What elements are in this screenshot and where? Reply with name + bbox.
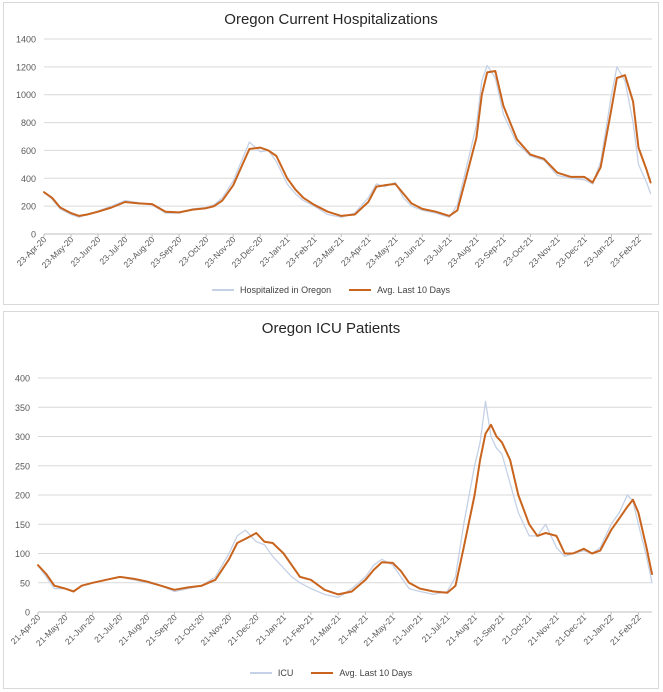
x-tick-label: 21-Jun-21 [390,612,424,646]
x-tick-label: 23-Jun-21 [393,234,427,268]
hospitalizations-plot: 020040060080010001200140023-Apr-2023-May… [15,35,652,270]
y-tick-label: 0 [25,608,30,618]
legend-swatch-avg [311,672,334,674]
y-tick-label: 200 [21,202,36,212]
legend-item-avg: Avg. Last 10 Days [311,668,412,678]
chart-title: Oregon Current Hospitalizations [224,11,438,28]
x-tick-label: 23-Jun-20 [68,234,102,268]
y-tick-label: 1200 [16,62,36,72]
legend-item-icu: ICU [249,668,294,678]
hospitalizations-chart-panel: Oregon Current Hospitalizations 0 200 400 6… [3,2,659,305]
y-tick-label: 50 [20,578,30,588]
y-tick-label: 100 [15,549,30,559]
x-tick-label: 21-Jun-20 [63,612,97,646]
legend-item-hospitalized: Hospitalized in Oregon [212,285,331,295]
y-tick-label: 200 [15,491,30,501]
y-tick-label: 600 [21,146,36,156]
legend-label: Avg. Last 10 Days [377,285,450,295]
chart-legend: Hospitalized in Oregon Avg. Last 10 Days [4,285,658,295]
y-tick-label: 150 [15,520,30,530]
series-line-avg [37,423,653,596]
series-line-avg [43,70,652,217]
legend-label: Avg. Last 10 Days [339,668,413,678]
chart-title: Oregon ICU Patients [261,320,401,337]
y-tick-label: 350 [15,403,30,413]
legend-swatch-raw [249,672,272,674]
chart-legend: ICU Avg. Last 10 Days [4,668,658,678]
y-tick-label: 250 [15,461,30,471]
y-tick-label: 300 [15,432,30,442]
icu-chart-panel: Oregon ICU Patients 0 50 100 150 200 250 300 35… [3,311,659,689]
series-line-raw [43,64,652,218]
legend-label: ICU [277,668,294,678]
legend-item-avg: Avg. Last 10 Days [349,285,450,295]
y-tick-label: 1400 [16,35,36,45]
legend-swatch-raw [212,289,235,291]
y-tick-label: 400 [21,174,36,184]
y-tick-label: 1000 [16,90,36,100]
legend-swatch-avg [349,289,372,291]
icu-plot: 05010015020025030035040021-Apr-2021-May-… [9,374,653,648]
y-tick-label: 0 [31,230,36,240]
y-tick-label: 800 [21,118,36,128]
legend-label: Hospitalized in Oregon [240,285,332,295]
series-line-raw [37,400,653,599]
y-tick-label: 400 [15,374,30,384]
